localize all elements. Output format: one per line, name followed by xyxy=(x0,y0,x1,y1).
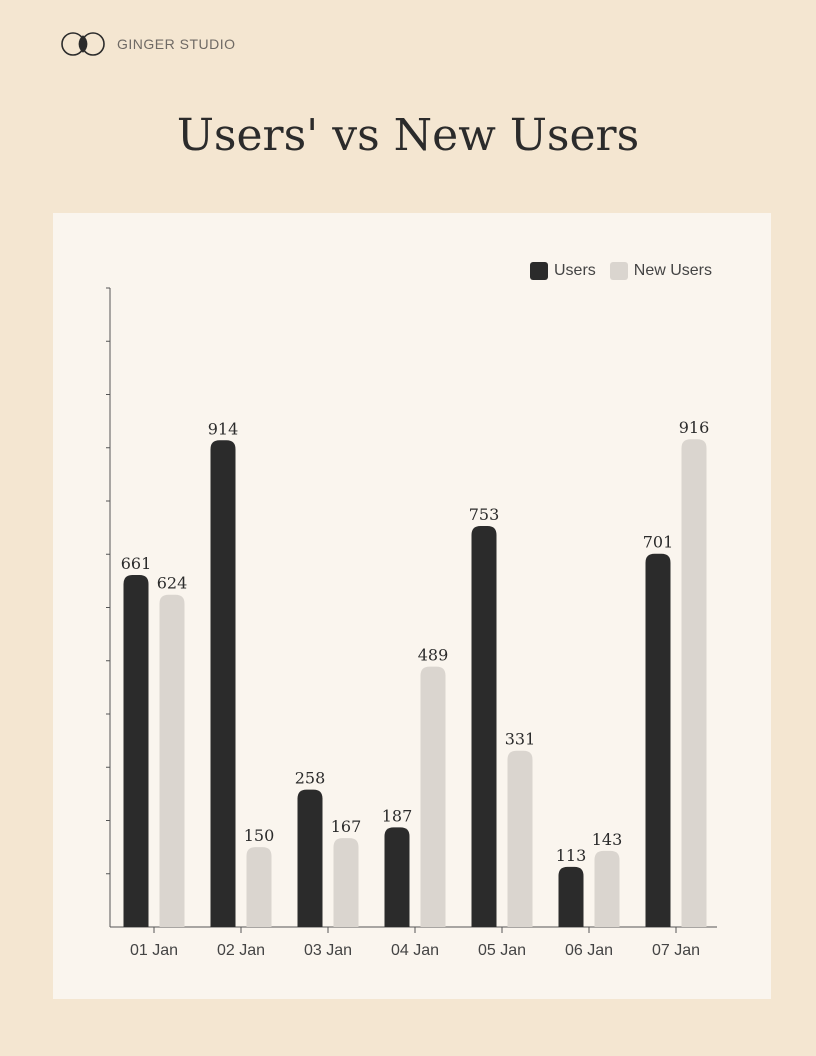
brand: GINGER STUDIO xyxy=(61,31,236,57)
bar-users xyxy=(210,440,236,927)
legend-label-users: Users xyxy=(553,262,596,279)
data-label-new-users: 331 xyxy=(505,730,536,749)
data-label-users: 701 xyxy=(643,533,674,552)
bar-users xyxy=(123,575,149,927)
bar-new-users xyxy=(159,594,185,927)
bar-new-users xyxy=(681,439,707,927)
chart-title: Users' vs New Users xyxy=(176,110,640,161)
x-tick-label: 07 Jan xyxy=(652,942,700,959)
data-label-users: 914 xyxy=(208,419,239,438)
x-tick-label: 06 Jan xyxy=(565,942,613,959)
brand-name: GINGER STUDIO xyxy=(117,36,236,52)
brand-logo-icon xyxy=(61,32,105,56)
x-tick-label: 01 Jan xyxy=(130,942,178,959)
x-tick-label: 03 Jan xyxy=(304,942,352,959)
bar-users xyxy=(384,827,410,927)
data-label-users: 753 xyxy=(469,505,500,524)
bar-new-users xyxy=(594,850,620,927)
bar-users xyxy=(558,866,584,927)
data-label-new-users: 916 xyxy=(679,418,710,437)
data-label-users: 258 xyxy=(295,769,326,788)
legend-swatch-new-users xyxy=(609,262,628,280)
data-label-new-users: 150 xyxy=(244,826,275,845)
data-label-new-users: 167 xyxy=(331,817,362,836)
x-tick-label: 05 Jan xyxy=(478,942,526,959)
legend-item-users: Users xyxy=(529,262,596,280)
legend-label-new-users: New Users xyxy=(633,262,712,279)
x-tick-label: 02 Jan xyxy=(217,942,265,959)
bar-new-users xyxy=(420,666,446,927)
bar-users xyxy=(297,789,323,927)
bar-chart: 01 Jan 661 624 02 Jan 914 150 03 Jan 258 167 04 J… xyxy=(106,287,717,959)
legend-item-new-users: New Users xyxy=(609,262,712,280)
chart-panel: Users New Users 01 Jan 661 624 02 Jan 914 150… xyxy=(53,213,771,999)
bar-new-users xyxy=(507,750,533,927)
bar-new-users xyxy=(246,847,272,927)
data-label-new-users: 624 xyxy=(157,574,188,593)
chart-legend: Users New Users xyxy=(516,262,712,280)
data-label-users: 113 xyxy=(556,846,587,865)
x-tick-label: 04 Jan xyxy=(391,942,439,959)
bar-users xyxy=(471,526,497,927)
data-label-new-users: 489 xyxy=(418,646,449,665)
data-label-new-users: 143 xyxy=(592,830,623,849)
data-label-users: 661 xyxy=(121,554,152,573)
bar-new-users xyxy=(333,838,359,927)
bar-users xyxy=(645,553,671,927)
data-label-users: 187 xyxy=(382,806,413,825)
legend-swatch-users xyxy=(529,262,548,280)
